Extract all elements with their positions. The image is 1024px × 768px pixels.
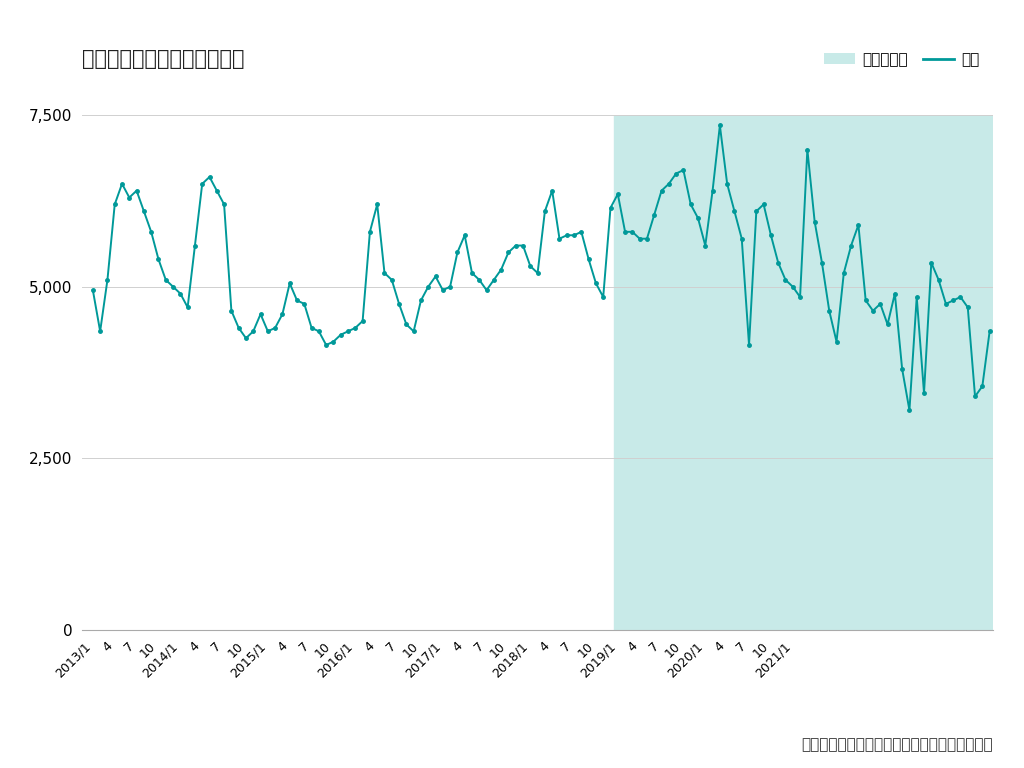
Text: 愛知県の新設住宅着工の動向: 愛知県の新設住宅着工の動向 xyxy=(82,49,245,69)
Bar xyxy=(614,115,993,630)
Text: 建築着工統計調査　住宅着工統計　戸数・件数: 建築着工統計調査 住宅着工統計 戸数・件数 xyxy=(802,737,993,753)
Legend: 景気後退期, 戸数: 景気後退期, 戸数 xyxy=(818,46,986,73)
